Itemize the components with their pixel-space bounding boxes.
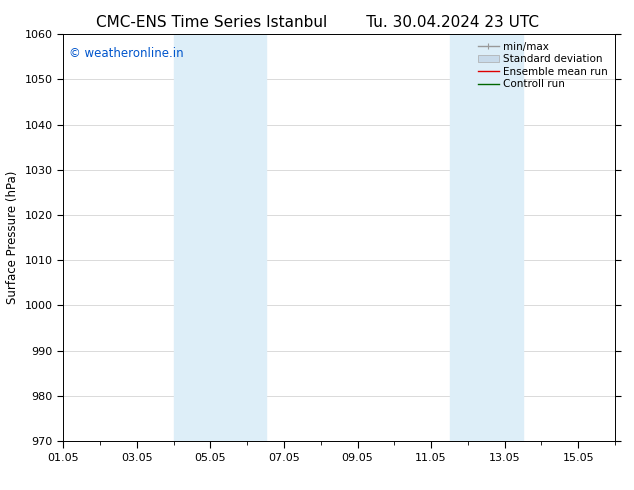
Text: © weatheronline.in: © weatheronline.in <box>69 47 183 59</box>
Legend: min/max, Standard deviation, Ensemble mean run, Controll run: min/max, Standard deviation, Ensemble me… <box>476 40 610 92</box>
Text: CMC-ENS Time Series Istanbul        Tu. 30.04.2024 23 UTC: CMC-ENS Time Series Istanbul Tu. 30.04.2… <box>96 15 538 30</box>
Bar <box>174 34 266 441</box>
Y-axis label: Surface Pressure (hPa): Surface Pressure (hPa) <box>6 171 19 304</box>
Bar <box>450 34 523 441</box>
